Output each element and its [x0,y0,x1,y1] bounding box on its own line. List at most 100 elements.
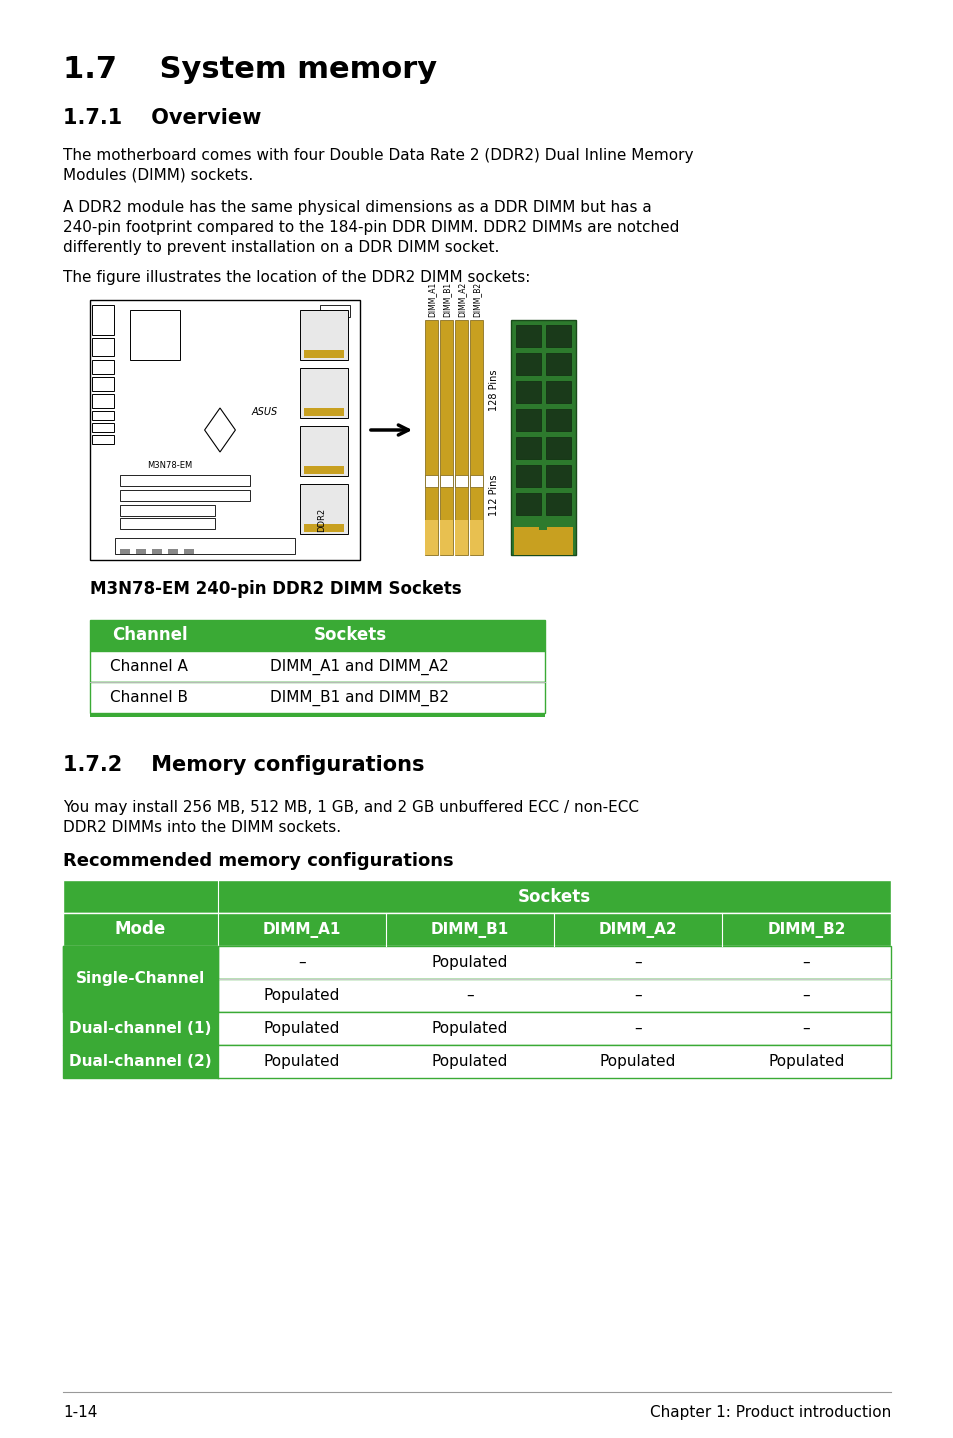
Bar [439,321,453,555]
Text: Chapter 1: Product introduction: Chapter 1: Product introduction [649,1405,890,1419]
Bar [304,466,344,475]
Bar [538,525,546,531]
Bar [304,408,344,416]
Bar [439,521,453,555]
Text: The figure illustrates the location of the DDR2 DIMM sockets:: The figure illustrates the location of t… [63,270,530,285]
Bar [90,651,544,682]
Text: DIMM_A1 and DIMM_A2: DIMM_A1 and DIMM_A2 [270,659,448,674]
Bar [91,411,113,420]
Text: Single-Channel: Single-Channel [76,972,205,986]
Polygon shape [204,408,235,452]
Bar [514,526,573,555]
Text: 128 Pins: 128 Pins [489,370,498,411]
Text: 1.7    System memory: 1.7 System memory [63,55,436,83]
Bar [455,321,468,555]
Bar [545,381,571,403]
Bar [424,321,437,555]
Bar [63,913,890,946]
Bar [516,352,540,375]
Text: M3N78-EM 240-pin DDR2 DIMM Sockets: M3N78-EM 240-pin DDR2 DIMM Sockets [90,580,461,598]
Text: DIMM_B1: DIMM_B1 [431,922,509,938]
Bar [304,523,344,532]
Text: Channel: Channel [112,627,188,644]
Bar [545,493,571,515]
Text: Populated: Populated [432,1054,508,1068]
Bar [168,549,178,554]
Text: –: – [466,988,474,1002]
Text: –: – [634,988,641,1002]
Text: DIMM_B2: DIMM_B2 [472,282,480,316]
Text: The motherboard comes with four Double Data Rate 2 (DDR2) Dual Inline Memory
Mod: The motherboard comes with four Double D… [63,148,693,183]
Bar [424,475,437,487]
Text: DIMM_B1 and DIMM_B2: DIMM_B1 and DIMM_B2 [270,689,449,706]
Bar [470,521,482,555]
Bar [91,338,113,357]
Bar [304,349,344,358]
Text: DIMM_A1: DIMM_A1 [427,282,436,316]
Text: 1.7.2    Memory configurations: 1.7.2 Memory configurations [63,755,424,775]
Text: ASUS: ASUS [252,407,278,417]
Bar [455,475,468,487]
Bar [120,505,214,516]
Bar [516,408,540,431]
Text: DIMM_B2: DIMM_B2 [766,922,845,938]
Bar [516,437,540,459]
Bar [90,713,544,718]
Bar [63,979,890,1012]
Bar [511,321,576,555]
Bar [470,475,482,487]
Text: –: – [801,1021,809,1035]
Text: –: – [801,955,809,971]
Bar [63,880,890,913]
Text: You may install 256 MB, 512 MB, 1 GB, and 2 GB unbuffered ECC / non-ECC
DDR2 DIM: You may install 256 MB, 512 MB, 1 GB, an… [63,800,639,835]
Text: Channel A: Channel A [110,659,188,674]
Text: Populated: Populated [432,1021,508,1035]
Bar [319,305,350,316]
Bar [516,325,540,347]
Text: DIMM_B1: DIMM_B1 [441,282,451,316]
Bar [90,620,544,651]
Bar [91,436,113,444]
Bar [545,408,571,431]
Text: A DDR2 module has the same physical dimensions as a DDR DIMM but has a
240-pin f: A DDR2 module has the same physical dime… [63,200,679,255]
Bar [470,321,482,555]
Bar [120,518,214,529]
Text: Dual-channel (1): Dual-channel (1) [70,1021,212,1035]
Bar [120,490,250,500]
Bar [120,549,130,554]
Text: M3N78-EM: M3N78-EM [147,462,193,470]
Text: –: – [298,955,306,971]
Text: Populated: Populated [432,955,508,971]
Text: Mode: Mode [114,920,166,939]
Text: –: – [801,988,809,1002]
Bar [136,549,146,554]
Bar [63,946,218,1012]
Bar [545,464,571,487]
Text: Channel B: Channel B [110,690,188,705]
Bar [323,311,328,315]
Bar [91,305,113,335]
Bar [299,368,348,418]
Bar [91,423,113,431]
Bar [130,311,180,360]
Text: –: – [634,1021,641,1035]
Bar [299,311,348,360]
Text: Sockets: Sockets [517,887,591,906]
Text: 1.7.1    Overview: 1.7.1 Overview [63,108,261,128]
Text: DIMM_A2: DIMM_A2 [598,922,677,938]
Bar [516,381,540,403]
Bar [91,394,113,408]
Text: Populated: Populated [264,1021,340,1035]
Bar [90,301,359,559]
Text: Populated: Populated [767,1054,843,1068]
Text: Populated: Populated [264,988,340,1002]
Bar [439,475,453,487]
Bar [120,475,250,486]
Bar [63,1045,218,1078]
Bar [545,437,571,459]
Text: 112 Pins: 112 Pins [489,475,498,516]
Bar [545,352,571,375]
Text: –: – [634,955,641,971]
Bar [184,549,193,554]
Text: Recommended memory configurations: Recommended memory configurations [63,851,453,870]
